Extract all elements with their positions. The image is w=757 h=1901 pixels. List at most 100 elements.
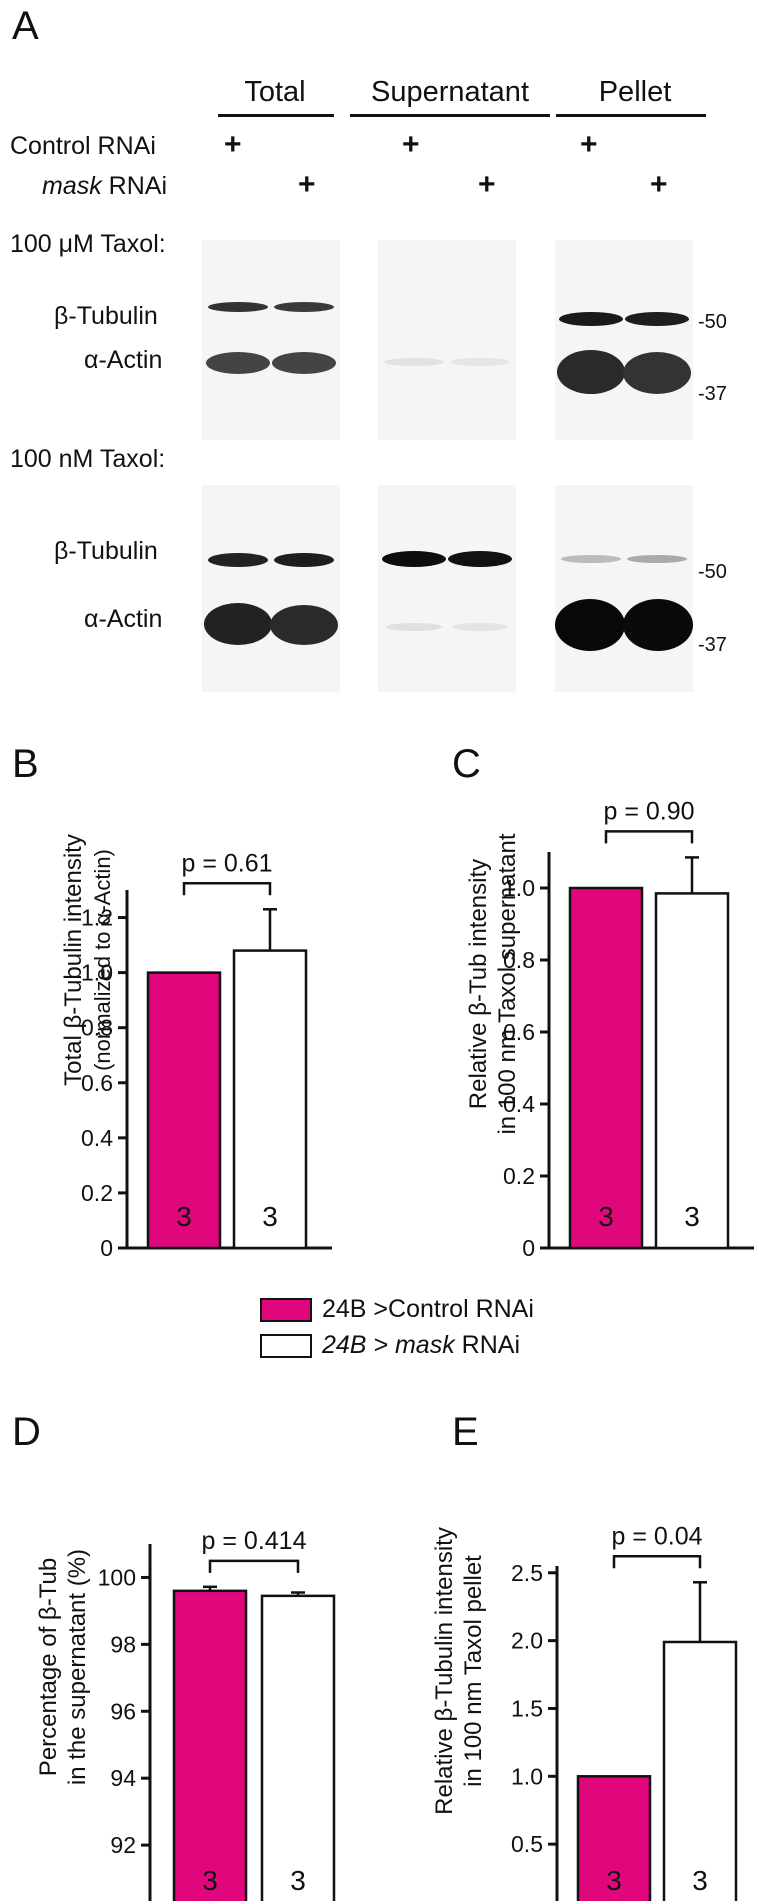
blot-total-high: [202, 240, 340, 440]
band-actin-lane2: [272, 352, 336, 374]
n-label: 3: [598, 1201, 614, 1232]
band-tubulin-lane1: [208, 553, 268, 567]
blot-total-low: [202, 485, 340, 692]
significance-bracket: [208, 1559, 300, 1573]
blot-supernatant-high: [378, 240, 516, 440]
n-label: 3: [262, 1201, 278, 1232]
plus-total-control: +: [224, 128, 242, 161]
bar-mask: [232, 949, 308, 1250]
p-value-label: p = 0.04: [611, 1522, 702, 1550]
y-tick-label: 0: [522, 1235, 535, 1261]
bar-mask: [260, 1594, 336, 1901]
legend-control: 24B >Control RNAi: [260, 1294, 534, 1324]
band-actin-lane2: [450, 358, 510, 366]
plus-pellet-control: +: [580, 128, 598, 161]
n-label: 3: [606, 1865, 622, 1896]
band-actin-lane1: [384, 358, 444, 366]
n-label: 3: [290, 1865, 306, 1896]
n-label: 3: [176, 1201, 192, 1232]
y-tick-label: 0: [530, 1899, 543, 1901]
band-tubulin-lane2: [274, 553, 334, 567]
panel-c-letter: C: [452, 742, 481, 786]
y-tick-label: 0: [100, 1235, 113, 1261]
plus-total-mask: +: [298, 168, 316, 201]
p-value-label: p = 0.414: [202, 1527, 307, 1555]
y-tick-label: 90: [110, 1899, 136, 1901]
taxol-high-label: 100 μM Taxol:: [10, 230, 166, 258]
band-tubulin-lane1: [382, 551, 446, 567]
row-control-rnai-label: Control RNAi: [10, 132, 156, 160]
y-tick-label: 0.4: [503, 1091, 535, 1117]
y-tick-label: 0.8: [81, 1015, 113, 1041]
blot-pellet-low: [555, 485, 693, 692]
y-tick-label: 92: [110, 1832, 136, 1858]
y-tick-label: 100: [98, 1564, 136, 1590]
y-tick-label: 1.2: [81, 905, 113, 931]
plus-super-control: +: [402, 128, 420, 161]
significance-bracket: [604, 830, 694, 844]
blot-supernatant-low: [378, 485, 516, 692]
y-tick-label: 0.2: [81, 1180, 113, 1206]
band-actin-lane2: [623, 352, 691, 394]
mask-rnai-suffix: RNAi: [101, 172, 168, 200]
bar-control: [568, 886, 644, 1250]
bar-control: [146, 971, 222, 1250]
legend-control-label: 24B >Control RNAi: [322, 1295, 534, 1323]
band-label-tubulin-high: β-Tubulin: [54, 302, 158, 330]
mw-37-high: -37: [698, 383, 727, 405]
y-tick-label: 1.5: [511, 1695, 543, 1721]
p-value-label: p = 0.61: [181, 849, 272, 877]
band-tubulin-lane1: [559, 312, 623, 326]
band-tubulin-lane2: [274, 302, 334, 312]
group-pellet-line: [556, 114, 706, 117]
legend-mask-suffix: RNAi: [454, 1331, 521, 1359]
significance-bracket: [612, 1555, 702, 1569]
legend-mask-italic: mask: [394, 1331, 455, 1359]
y-tick-label: 2.0: [511, 1628, 543, 1654]
plus-super-mask: +: [478, 168, 496, 201]
band-actin-lane1: [557, 350, 625, 394]
group-supernatant-line: [350, 114, 550, 117]
bar-control: [172, 1589, 248, 1901]
y-tick-label: 2.5: [511, 1560, 543, 1586]
group-pellet-label: Pellet: [598, 76, 672, 108]
legend-mask: 24B > mask RNAi: [260, 1330, 520, 1360]
y-tick-label: 1.0: [503, 875, 535, 901]
band-actin-lane1: [204, 603, 272, 645]
band-label-actin-high: α-Actin: [84, 346, 163, 374]
y-tick-label: 1.0: [81, 960, 113, 986]
p-value-label: p = 0.90: [603, 797, 694, 825]
band-actin-lane1: [555, 599, 625, 651]
legend-mask-swatch: [260, 1334, 312, 1359]
band-actin-lane2: [270, 605, 338, 645]
n-label: 3: [692, 1865, 708, 1896]
y-tick-label: 0.2: [503, 1163, 535, 1189]
group-total-line: [218, 114, 334, 117]
band-actin-lane2: [623, 599, 693, 651]
y-tick-label: 0.6: [81, 1070, 113, 1096]
y-tick-label: 1.0: [511, 1763, 543, 1789]
plus-pellet-mask: +: [650, 168, 668, 201]
panel-a-letter: A: [12, 4, 39, 48]
band-tubulin-lane2: [625, 312, 689, 326]
y-tick-label: 96: [110, 1698, 136, 1724]
legend-control-swatch: [260, 1298, 312, 1323]
band-actin-lane1: [386, 623, 442, 631]
n-label: 3: [684, 1201, 700, 1232]
legend-mask-prefix: 24B >: [322, 1331, 395, 1359]
band-actin-lane2: [452, 623, 508, 631]
mw-50-low: -50: [698, 561, 727, 583]
significance-bracket: [182, 882, 272, 896]
band-tubulin-lane1: [561, 555, 621, 563]
group-total-label: Total: [244, 76, 306, 108]
band-tubulin-lane2: [448, 551, 512, 567]
bar-control: [576, 1775, 652, 1901]
y-tick-label: 0.4: [81, 1125, 113, 1151]
y-tick-label: 0.5: [511, 1831, 543, 1857]
group-supernatant-label: Supernatant: [370, 76, 529, 108]
panel-e-letter: E: [452, 1410, 479, 1454]
